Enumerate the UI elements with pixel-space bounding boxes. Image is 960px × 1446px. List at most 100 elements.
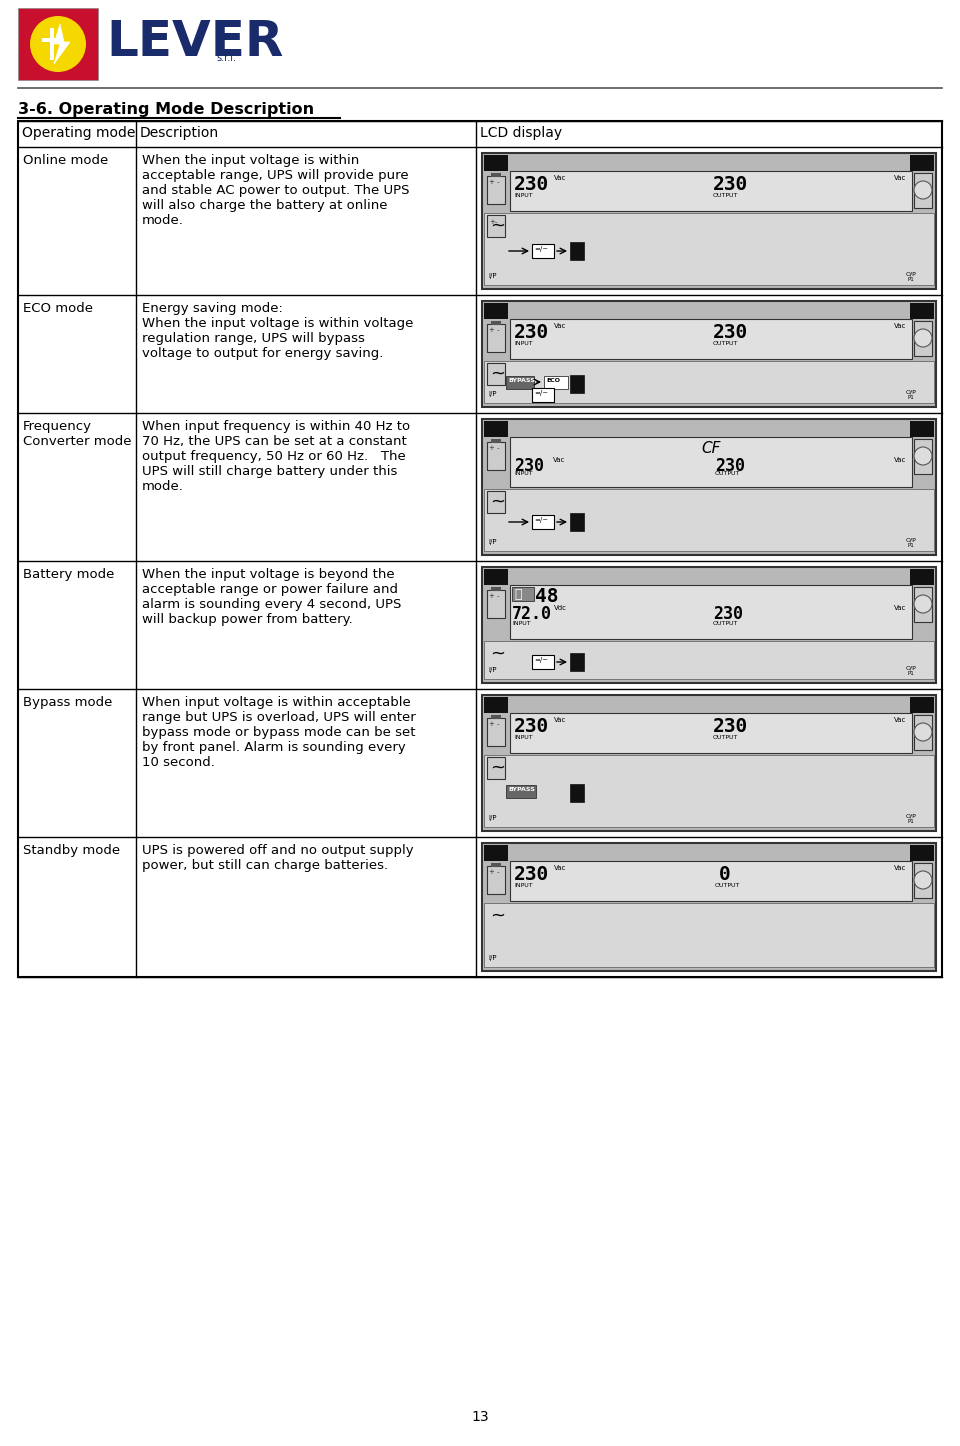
Text: I/P: I/P — [488, 390, 496, 398]
Text: =/~: =/~ — [534, 656, 548, 664]
Text: Standby mode: Standby mode — [23, 844, 120, 857]
Bar — [532, 388, 554, 402]
Text: I/P: I/P — [488, 954, 496, 962]
Bar — [482, 696, 936, 831]
Text: LEVER: LEVER — [106, 17, 283, 67]
Text: + -: + - — [489, 179, 499, 185]
Bar — [487, 590, 505, 617]
Text: P1: P1 — [908, 818, 915, 824]
Bar — [570, 784, 584, 803]
Bar — [487, 363, 505, 385]
Text: Vdc: Vdc — [554, 604, 567, 612]
Text: INPUT: INPUT — [514, 471, 533, 476]
Text: OUTPUT: OUTPUT — [715, 884, 740, 888]
Text: 72.0: 72.0 — [512, 604, 552, 623]
Text: INPUT: INPUT — [514, 341, 533, 346]
Polygon shape — [54, 25, 70, 64]
Text: + -: + - — [489, 869, 499, 875]
Bar — [42, 38, 62, 42]
Bar — [570, 654, 584, 671]
Text: INPUT: INPUT — [514, 884, 533, 888]
Text: 230: 230 — [713, 322, 748, 343]
Bar — [510, 171, 912, 211]
Text: ~: ~ — [490, 759, 505, 777]
Text: + -: + - — [489, 327, 499, 333]
Bar — [18, 9, 98, 80]
Text: ~: ~ — [490, 364, 505, 383]
Text: I/P: I/P — [488, 539, 496, 545]
Bar — [491, 321, 501, 325]
Text: P1: P1 — [908, 544, 915, 548]
Text: Vac: Vac — [554, 175, 566, 181]
Text: ECO mode: ECO mode — [23, 302, 93, 315]
Text: LCD display: LCD display — [480, 126, 563, 140]
Bar — [482, 567, 936, 683]
Bar — [484, 755, 934, 827]
Bar — [482, 153, 936, 289]
Text: 230: 230 — [713, 604, 743, 623]
Bar — [910, 155, 934, 171]
Bar — [491, 174, 501, 176]
Bar — [484, 421, 508, 437]
Text: + -: + - — [489, 445, 499, 451]
Bar — [484, 362, 934, 403]
Text: Frequency
Converter mode: Frequency Converter mode — [23, 419, 132, 448]
Text: Vac: Vac — [894, 604, 906, 612]
Text: 230: 230 — [514, 175, 549, 194]
Text: Online mode: Online mode — [23, 155, 108, 166]
Circle shape — [914, 723, 932, 740]
Text: 13: 13 — [471, 1410, 489, 1424]
Bar — [487, 758, 505, 779]
Text: Vac: Vac — [894, 322, 906, 330]
Bar — [532, 515, 554, 529]
Text: OUTPUT: OUTPUT — [715, 471, 740, 476]
Bar — [484, 155, 508, 171]
Text: Bypass mode: Bypass mode — [23, 696, 112, 709]
Text: 230: 230 — [713, 717, 748, 736]
Bar — [487, 215, 505, 237]
Text: UPS is powered off and no output supply
power, but still can charge batteries.: UPS is powered off and no output supply … — [142, 844, 414, 872]
Bar — [914, 174, 932, 208]
Text: Operating mode: Operating mode — [22, 126, 135, 140]
Circle shape — [914, 181, 932, 200]
Bar — [487, 866, 505, 894]
Text: Vac: Vac — [554, 322, 566, 330]
Bar — [487, 176, 505, 204]
Text: INPUT: INPUT — [514, 192, 533, 198]
Bar — [491, 587, 501, 591]
Text: Vac: Vac — [554, 717, 566, 723]
Bar — [506, 785, 536, 798]
Bar — [532, 655, 554, 669]
Circle shape — [914, 330, 932, 347]
Text: Energy saving mode:
When the input voltage is within voltage
regulation range, U: Energy saving mode: When the input volta… — [142, 302, 414, 360]
Bar — [910, 304, 934, 320]
Bar — [910, 844, 934, 860]
Bar — [484, 568, 508, 586]
Bar — [484, 844, 508, 860]
Bar — [482, 843, 936, 972]
Text: + -: + - — [489, 593, 499, 599]
Text: O/P: O/P — [906, 536, 917, 542]
Bar — [570, 241, 584, 260]
Bar — [510, 320, 912, 359]
Text: When input voltage is within acceptable
range but UPS is overload, UPS will ente: When input voltage is within acceptable … — [142, 696, 416, 769]
Text: 48: 48 — [535, 587, 559, 606]
Bar — [491, 863, 501, 868]
Text: Vac: Vac — [894, 457, 906, 463]
Text: ECO: ECO — [546, 377, 560, 383]
Text: O/P: O/P — [906, 270, 917, 276]
Text: Vac: Vac — [554, 865, 566, 870]
Circle shape — [914, 870, 932, 889]
Text: +-: +- — [489, 218, 497, 226]
Bar — [570, 513, 584, 531]
Circle shape — [914, 594, 932, 613]
Bar — [532, 244, 554, 257]
Text: Vac: Vac — [894, 175, 906, 181]
Text: ~: ~ — [490, 217, 505, 236]
Bar — [914, 440, 932, 474]
Bar — [510, 713, 912, 753]
Text: I/P: I/P — [488, 667, 496, 672]
Bar — [544, 376, 568, 389]
Text: I/P: I/P — [488, 273, 496, 279]
Text: OUTPUT: OUTPUT — [713, 192, 738, 198]
